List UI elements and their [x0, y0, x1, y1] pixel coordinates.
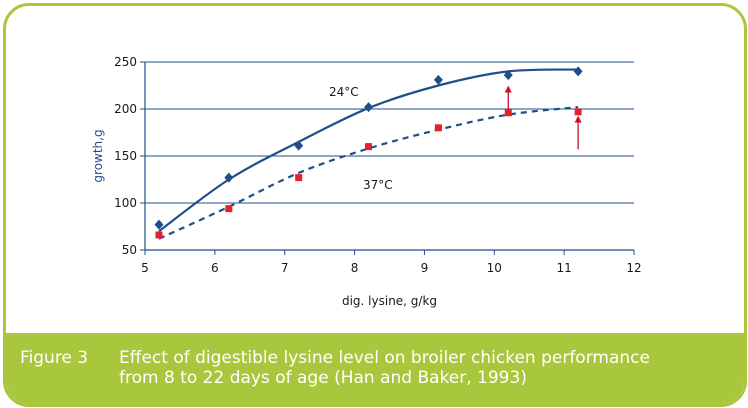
y-axis-title: growth,g [91, 129, 105, 182]
series-label-1: 37°C [363, 178, 393, 192]
data-point-s0-1 [224, 172, 234, 183]
chart: 50 100 150 200 250 5 6 7 8 9 10 11 12 dig. lysine, g/… [91, 55, 642, 308]
x-tick-label-4: 9 [421, 261, 429, 275]
data-point-s1-1 [225, 205, 233, 213]
data-point-s1-5 [504, 109, 512, 117]
data-point-s0-5 [503, 70, 513, 81]
y-tick-label-0: 50 [122, 243, 137, 257]
x-tick-label-1: 6 [211, 261, 219, 275]
data-point-s0-3 [364, 102, 374, 113]
series-label-0: 24°C [329, 85, 359, 99]
figure-number: Figure 3 [20, 348, 89, 368]
fit-line-series-0 [158, 68, 579, 233]
x-axis-title: dig. lysine, g/kg [342, 294, 437, 308]
x-tick-label-5: 10 [487, 261, 502, 275]
caption-line-1: Effect of digestible lysine level on bro… [119, 348, 650, 368]
data-point-s0-4 [433, 74, 443, 85]
data-point-s1-0 [155, 231, 163, 239]
y-tick-label-1: 100 [114, 196, 137, 210]
fit-line-series-1 [158, 106, 579, 240]
y-tick-label-2: 150 [114, 149, 137, 163]
data-point-s1-2 [295, 174, 303, 182]
data-point-s0-6 [573, 66, 583, 77]
caption-text: Effect of digestible lysine level on bro… [119, 348, 719, 388]
y-tick-label-4: 250 [114, 55, 137, 69]
x-tick-label-7: 12 [626, 261, 641, 275]
x-tick-label-6: 11 [557, 261, 572, 275]
arrow-head-0 [504, 85, 512, 93]
figure-frame: 50 100 150 200 250 5 6 7 8 9 10 11 12 dig. lysine, g/… [3, 3, 747, 407]
data-point-s1-6 [574, 108, 582, 116]
data-point-s1-3 [365, 143, 373, 151]
data-point-s1-4 [434, 124, 442, 132]
caption-line-2: from 8 to 22 days of age (Han and Baker,… [119, 368, 527, 388]
data-point-s0-2 [294, 140, 304, 151]
x-tick-label-3: 8 [351, 261, 359, 275]
x-tick-label-2: 7 [281, 261, 289, 275]
figure-caption: Figure 3 Effect of digestible lysine lev… [6, 333, 744, 404]
arrow-head-1 [574, 115, 582, 123]
data-point-s0-0 [154, 219, 164, 230]
y-tick-label-3: 200 [114, 102, 137, 116]
x-tick-label-0: 5 [141, 261, 149, 275]
